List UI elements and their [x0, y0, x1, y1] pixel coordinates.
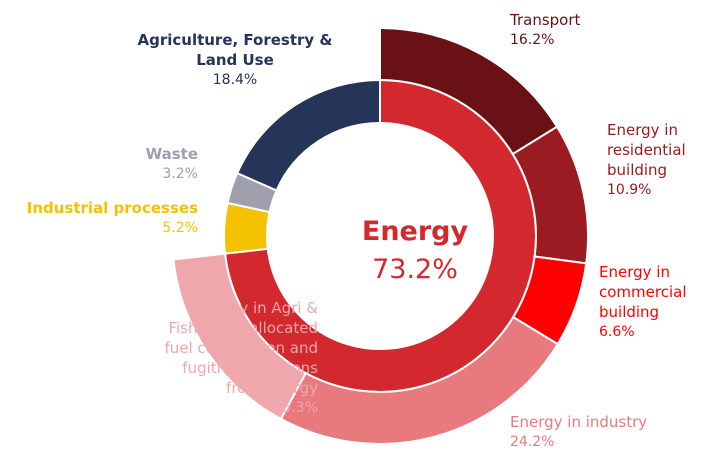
center-name: Energy [362, 216, 469, 247]
segment-value: 15.3% [273, 400, 318, 416]
segment-label: Energy in commercial building 6.6% [599, 262, 691, 342]
segment-label: Transport 16.2% [510, 10, 660, 50]
segment-value: 5.2% [162, 220, 198, 236]
segment-label: Industrial processes 5.2% [0, 198, 198, 238]
segment-label: Energy in industry 24.2% [510, 412, 700, 452]
segment-value: 24.2% [510, 434, 555, 450]
segment-label: Energy in Agri & Fishing, unallocated fu… [148, 298, 318, 418]
segment-value: 10.9% [607, 182, 652, 198]
inner-segment [235, 78, 381, 192]
outer-segment [172, 252, 308, 421]
segment-name: Energy in Agri & Fishing, unallocated fu… [164, 299, 318, 397]
segment-name: Agriculture, Forestry & Land Use [137, 31, 333, 69]
segment-name: Industrial processes [26, 199, 198, 217]
segment-name: Energy in commercial building [599, 263, 687, 321]
segment-name: Energy in industry [510, 413, 648, 431]
segment-value: 3.2% [162, 166, 198, 182]
segment-name: Transport [510, 11, 581, 29]
segment-value: 18.4% [212, 72, 258, 88]
segment-label: Waste 3.2% [98, 144, 198, 184]
segment-label: Energy in residential building 10.9% [607, 120, 699, 200]
segment-value: 16.2% [510, 32, 555, 48]
segment-label: Agriculture, Forestry & Land Use 18.4% [125, 30, 345, 90]
center-value: 73.2% [372, 254, 458, 285]
segment-name: Energy in residential building [607, 121, 686, 179]
segment-value: 6.6% [599, 324, 635, 340]
segment-name: Waste [145, 145, 198, 163]
